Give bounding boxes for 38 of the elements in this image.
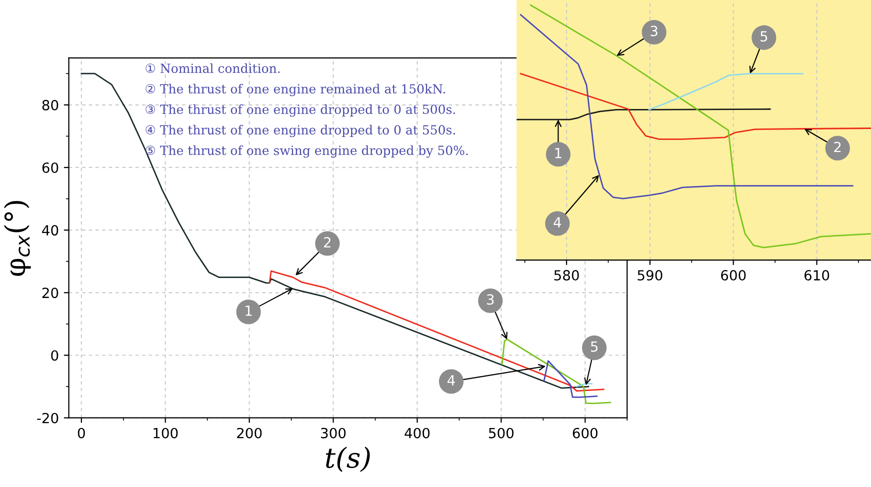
- x-tick-label: 580: [554, 270, 579, 281]
- x-tick-label: 400: [404, 428, 430, 438]
- x-tick-label: 200: [237, 428, 262, 438]
- x-axis-title: t(s): [326, 446, 370, 472]
- y-tick-label: 20: [42, 288, 58, 298]
- x-tick-label: 100: [154, 428, 178, 438]
- annotation: 2: [834, 142, 841, 152]
- annotation: 4: [554, 217, 562, 228]
- x-tick-label: 590: [638, 270, 662, 281]
- annotation: 3: [650, 26, 658, 36]
- x-tick-label: 0: [78, 428, 85, 438]
- annotation: ④ The thrust of one engine dropped to 0 at 550s.: [146, 124, 455, 138]
- x-tick-label: 610: [804, 270, 830, 281]
- x-tick-label: 500: [489, 428, 514, 438]
- y-tick-label: 0: [51, 350, 58, 361]
- x-tick-label: 300: [321, 428, 346, 438]
- line-series: [543, 360, 598, 398]
- annotation: ② The thrust of one engine remained at 150kN.: [146, 84, 446, 96]
- line-series: [80, 72, 590, 389]
- annotation: 5: [760, 31, 768, 42]
- annotation: 4: [448, 375, 455, 386]
- annotation: 1: [555, 148, 562, 158]
- x-tick-label: 600: [572, 428, 598, 438]
- y-axis-title: φ$_{cx}$(°): [4, 201, 31, 276]
- annotation: 1: [246, 306, 252, 316]
- y-tick-label: 60: [42, 162, 58, 173]
- line-series: [501, 338, 612, 404]
- annotation: ③ The thrust of one engine dropped to 0 at 500s.: [146, 104, 455, 117]
- y-tick-label: -20: [37, 412, 58, 424]
- x-tick-label: 600: [721, 270, 746, 281]
- line-series: [268, 270, 604, 392]
- annotation: 2: [324, 237, 330, 248]
- y-tick-label: 80: [42, 100, 58, 110]
- y-tick-label: 40: [42, 225, 58, 236]
- annotation: ⑤ The thrust of one swing engine dropped by 50%.: [146, 145, 468, 158]
- annotation: 5: [590, 342, 598, 352]
- annotation: ① Nominal condition.: [146, 63, 280, 74]
- annotation: 3: [487, 294, 494, 305]
